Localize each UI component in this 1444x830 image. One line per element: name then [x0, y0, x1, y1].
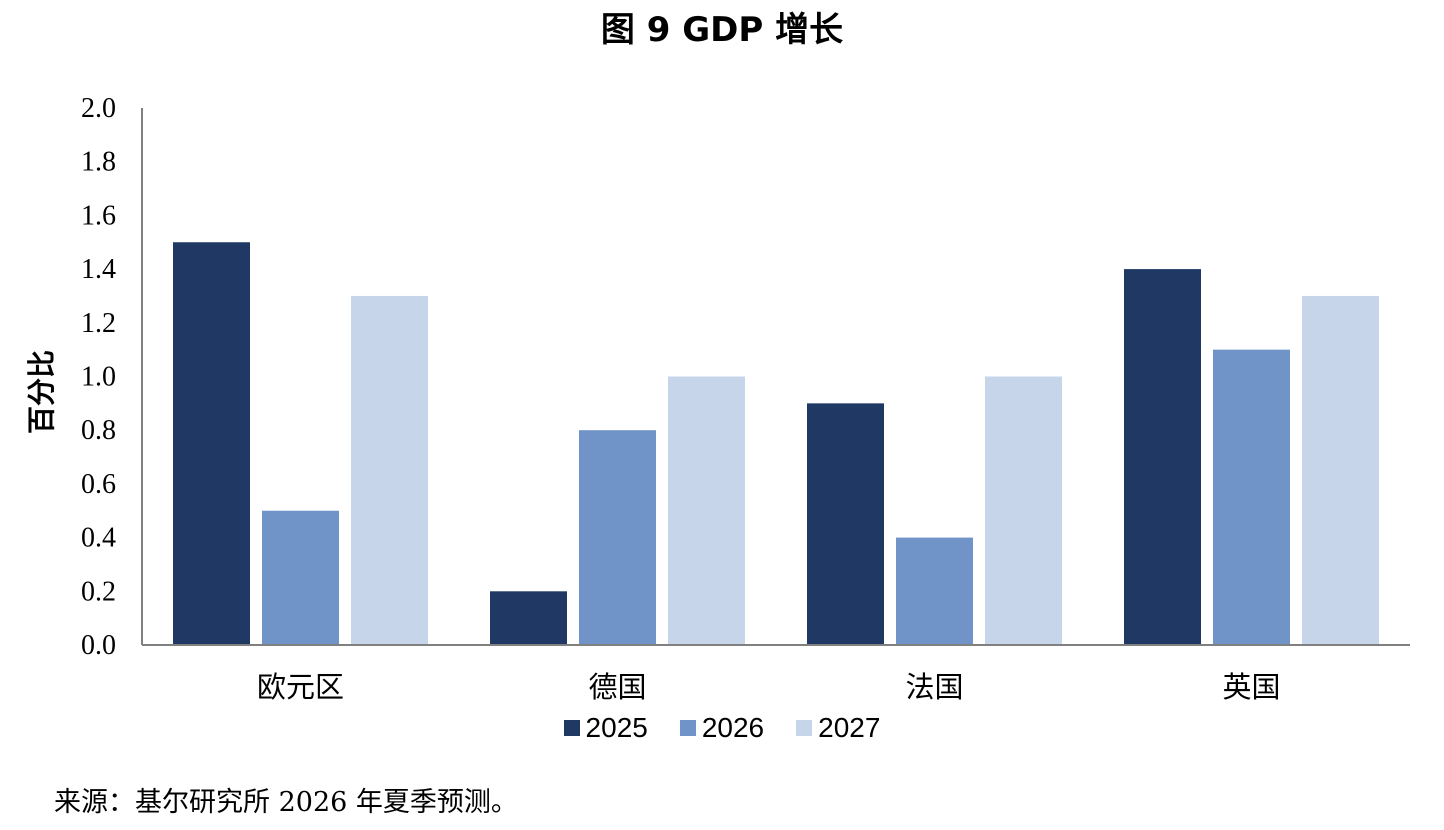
y-tick-label: 0.6 — [81, 469, 116, 500]
y-tick-label: 0.0 — [81, 630, 116, 661]
bar — [985, 376, 1062, 645]
bar — [262, 510, 339, 645]
bar — [896, 537, 973, 645]
legend-item-2027: 2027 — [796, 712, 880, 744]
y-tick-label: 1.6 — [81, 200, 116, 231]
y-tick-label: 1.4 — [81, 254, 116, 285]
y-tick-label: 2.0 — [81, 93, 116, 124]
legend-swatch-2027 — [796, 720, 813, 736]
legend-swatch-2026 — [679, 720, 696, 736]
x-tick-label: 欧元区 — [257, 670, 344, 704]
y-tick-label: 0.8 — [81, 415, 116, 446]
legend-swatch-2025 — [563, 720, 580, 736]
y-tick-label: 0.4 — [81, 523, 116, 554]
y-tick-label: 1.8 — [81, 147, 116, 178]
bar — [579, 430, 656, 645]
bar — [1302, 295, 1379, 645]
source-note: 来源：基尔研究所 2026 年夏季预测。 — [54, 787, 518, 818]
x-tick-label: 德国 — [588, 670, 646, 704]
x-tick-label: 法国 — [905, 670, 963, 704]
bar — [490, 591, 567, 645]
legend: 2025 2026 2027 — [0, 712, 1444, 744]
legend-label-2026: 2026 — [701, 712, 765, 743]
y-tick-label: 1.2 — [81, 308, 116, 339]
legend-label-2025: 2025 — [585, 712, 648, 743]
x-tick-label: 英国 — [1222, 670, 1280, 704]
legend-item-2025: 2025 — [563, 712, 648, 744]
bar — [1124, 269, 1201, 645]
chart-title: 图 9 GDP 增长 — [600, 10, 844, 50]
bar — [668, 376, 745, 645]
legend-label-2027: 2027 — [818, 712, 881, 743]
bar — [173, 242, 250, 645]
y-tick-label: 1.0 — [81, 362, 116, 393]
legend-item-2026: 2026 — [679, 712, 765, 744]
bar — [807, 403, 884, 645]
y-tick-label: 0.2 — [81, 576, 116, 607]
bar — [1213, 349, 1290, 645]
bar — [351, 295, 428, 645]
